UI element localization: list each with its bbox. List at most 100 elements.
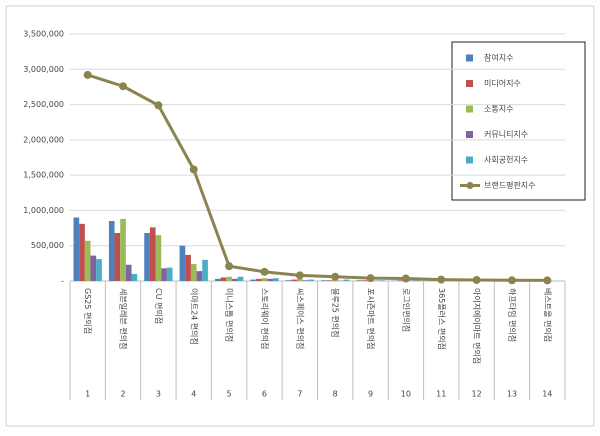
- x-tick-label: 블루25 편의점: [331, 288, 341, 338]
- legend-swatch: [466, 131, 473, 138]
- x-tick-label: 로그인편의점: [401, 288, 411, 332]
- legend-swatch: [466, 80, 473, 87]
- rank-label: 13: [507, 390, 517, 399]
- bar: [226, 277, 232, 281]
- rank-label: 3: [156, 390, 161, 399]
- line-marker: [473, 276, 481, 284]
- x-tick-label: GS25 편의점: [83, 288, 93, 334]
- bar: [161, 268, 167, 281]
- bar: [379, 280, 385, 281]
- rank-label: 7: [297, 390, 302, 399]
- x-tick-label: 미니스톱 편의점: [225, 288, 235, 342]
- line-marker: [225, 262, 233, 270]
- legend-label: 사회공헌지수: [484, 156, 528, 165]
- line-marker: [437, 276, 445, 284]
- legend-marker: [467, 182, 474, 189]
- x-tick-label: 스토리웨이 편의점: [260, 288, 270, 349]
- bar: [308, 280, 314, 281]
- rank-label: 10: [401, 390, 411, 399]
- line-marker: [331, 273, 339, 281]
- line-marker: [367, 274, 375, 282]
- line-marker: [154, 101, 162, 109]
- bar: [91, 256, 97, 281]
- bar: [221, 277, 227, 281]
- bar: [273, 278, 279, 281]
- y-tick-label: 3,000,000: [23, 65, 64, 74]
- x-tick-label: CU 편의점: [154, 288, 164, 324]
- rank-label: 6: [262, 390, 267, 399]
- bar: [197, 271, 203, 281]
- legend-swatch: [466, 106, 473, 113]
- bar: [156, 235, 162, 281]
- x-tick-label: 아이지에이마트 편의점: [472, 288, 482, 364]
- bar: [362, 280, 368, 281]
- bar: [79, 224, 85, 281]
- x-tick-label: 세븐일레븐 편의점: [119, 288, 129, 349]
- y-tick-label: 500,000: [31, 241, 64, 250]
- legend-label: 커뮤니티지수: [484, 129, 528, 139]
- rank-label: 9: [368, 390, 373, 399]
- rank-label: 5: [227, 390, 232, 399]
- bar: [291, 280, 297, 281]
- y-tick-label: -: [61, 277, 64, 286]
- legend-label: 참여지수: [484, 53, 513, 63]
- legend-label: 미디어지수: [484, 78, 521, 88]
- line-marker: [402, 275, 410, 283]
- bar: [267, 279, 273, 281]
- bar: [120, 219, 126, 281]
- bar: [344, 280, 350, 281]
- bar: [215, 279, 221, 281]
- x-tick-label: 베스트올 편의점: [543, 288, 553, 342]
- line-marker: [119, 82, 127, 90]
- line-marker: [296, 271, 304, 279]
- line-marker: [543, 276, 551, 284]
- line-marker: [508, 276, 516, 284]
- x-tick-label: 씨스페이스 편의점: [295, 288, 305, 349]
- bar: [144, 233, 150, 281]
- rank-label: 12: [472, 390, 482, 399]
- legend-swatch: [466, 55, 473, 62]
- bar: [185, 255, 191, 281]
- bar: [262, 278, 268, 281]
- bar: [150, 227, 156, 281]
- y-tick-label: 2,500,000: [23, 100, 64, 109]
- y-tick-label: 1,500,000: [23, 171, 64, 180]
- bar: [132, 274, 138, 281]
- bar: [85, 241, 91, 281]
- y-tick-label: 2,000,000: [23, 135, 64, 144]
- bar: [321, 280, 327, 281]
- bar: [356, 280, 362, 281]
- bar: [256, 279, 262, 281]
- bar: [327, 280, 333, 281]
- rank-label: 2: [120, 390, 125, 399]
- legend-swatch: [466, 157, 473, 164]
- legend-label: 소통지수: [484, 105, 513, 114]
- x-tick-label: 이마트24 편의점: [189, 288, 199, 345]
- y-tick-label: 1,000,000: [23, 206, 64, 215]
- rank-label: 14: [542, 390, 552, 399]
- legend-label: 브랜드평판지수: [484, 180, 536, 190]
- rank-label: 4: [191, 390, 196, 399]
- line-marker: [260, 268, 268, 276]
- bar: [96, 259, 102, 281]
- bar: [202, 260, 208, 281]
- legend-box: [452, 42, 585, 200]
- x-tick-label: 포시즌마트 편의점: [366, 288, 376, 349]
- rank-label: 11: [436, 390, 446, 399]
- x-tick-label: 365플러스 편의점: [437, 288, 447, 350]
- bar: [303, 280, 309, 281]
- bar: [191, 264, 197, 281]
- bar: [167, 268, 173, 281]
- x-tick-label: 하프타임 편의점: [507, 288, 517, 342]
- bar: [126, 265, 132, 281]
- rank-label: 1: [85, 390, 90, 399]
- bar: [286, 280, 292, 281]
- bar: [74, 217, 80, 281]
- line-marker: [190, 165, 198, 173]
- bar: [180, 246, 186, 281]
- line-marker: [84, 71, 92, 79]
- bar: [397, 280, 403, 281]
- y-tick-label: 3,500,000: [23, 30, 64, 39]
- bar: [115, 233, 121, 281]
